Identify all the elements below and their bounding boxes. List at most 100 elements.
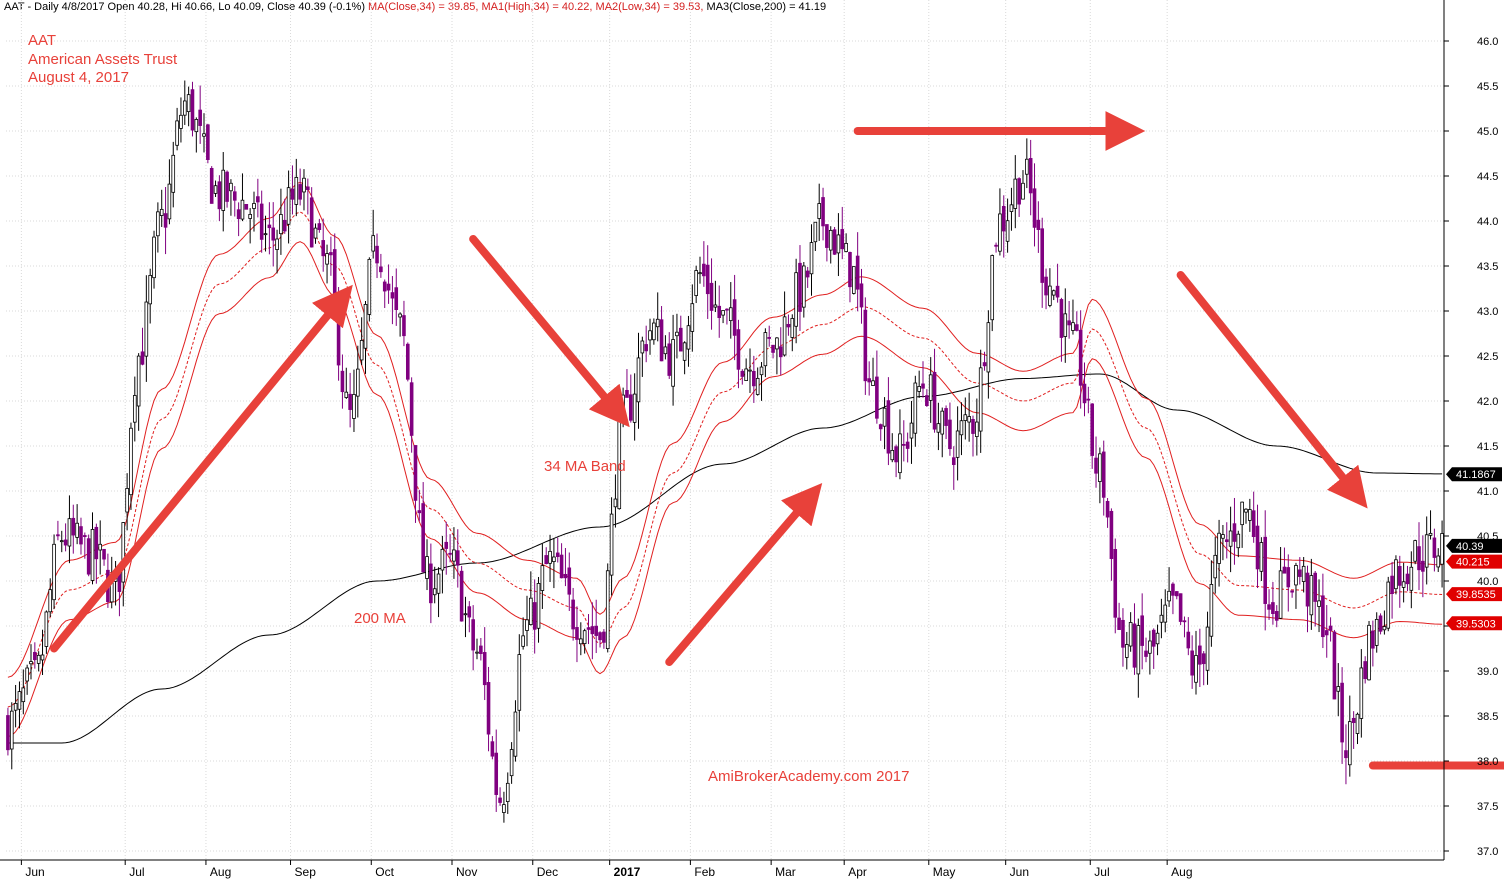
candle-body xyxy=(1205,626,1210,671)
candle-body xyxy=(202,133,206,137)
candle-body xyxy=(1017,178,1021,205)
candle-body xyxy=(901,443,906,446)
x-tick-label: Apr xyxy=(848,865,867,879)
candle-body xyxy=(579,638,583,645)
candle-body xyxy=(1021,182,1025,200)
y-tick-label: 37.0 xyxy=(1477,846,1498,858)
candle-body xyxy=(921,383,925,389)
candle-body xyxy=(386,283,391,291)
candle-body xyxy=(263,233,268,236)
candle-body xyxy=(567,567,572,595)
candle-body xyxy=(882,407,887,427)
candle-body xyxy=(1309,575,1314,616)
candle-body xyxy=(663,346,668,355)
y-tick-label: 41.5 xyxy=(1477,441,1498,453)
candle-body xyxy=(632,393,637,423)
candle-body xyxy=(29,661,33,665)
candle-body xyxy=(502,804,506,813)
candle-body xyxy=(129,427,133,496)
candle-body xyxy=(52,543,56,601)
candle-body xyxy=(209,167,214,204)
ohlc-info: - Daily 4/8/2017 Open 40.28, Hi 40.66, L… xyxy=(24,1,369,13)
candle-body xyxy=(1155,632,1160,645)
candle-body xyxy=(1363,661,1367,680)
y-tick-label: 41.0 xyxy=(1477,486,1498,498)
candle-body xyxy=(540,565,545,591)
candle-body xyxy=(1075,324,1079,331)
candle-body xyxy=(913,382,918,434)
candle-body xyxy=(1163,604,1168,623)
candle-body xyxy=(436,573,441,594)
candle-body xyxy=(736,329,741,370)
candle-body xyxy=(640,340,645,354)
candle-body xyxy=(559,554,564,579)
candle-body xyxy=(982,362,987,367)
price-tag-bg xyxy=(1446,538,1502,553)
candle-body xyxy=(1151,629,1156,647)
candle-body xyxy=(325,253,329,265)
candle-body xyxy=(775,337,779,350)
candle-body xyxy=(1401,581,1406,588)
candle-body xyxy=(636,357,641,403)
trend-arrows xyxy=(50,111,1504,770)
candle-body xyxy=(163,213,168,228)
candle-body xyxy=(94,526,99,560)
candle-body xyxy=(848,251,852,288)
candle-body xyxy=(486,682,491,735)
x-tick-label: Aug xyxy=(1171,865,1192,879)
candle-body xyxy=(717,305,722,319)
candle-body xyxy=(590,626,595,635)
candle-body xyxy=(1136,625,1141,675)
candle-body xyxy=(1421,560,1425,572)
watermark: AmiBrokerAcademy.com 2017 xyxy=(708,768,910,785)
candle-body xyxy=(1413,540,1417,562)
candle-body xyxy=(1086,398,1091,401)
candle-body xyxy=(1213,554,1218,579)
candle-body xyxy=(48,589,53,613)
ma34-low-line xyxy=(7,241,1443,738)
candle-body xyxy=(1394,559,1398,590)
candle-body xyxy=(1044,276,1048,296)
price-tag-label: 40.215 xyxy=(1456,557,1490,569)
candle-body xyxy=(1105,500,1110,518)
candle-body xyxy=(732,299,737,336)
candle-body xyxy=(1001,205,1006,232)
ma-low-info: MA2(Low,34) = 39.53, xyxy=(595,1,704,13)
candle-body xyxy=(1190,650,1194,676)
candle-body xyxy=(878,424,883,430)
candle-body xyxy=(498,797,502,803)
candle-body xyxy=(1032,188,1037,228)
candle-body xyxy=(802,265,806,308)
candle-body xyxy=(259,203,264,240)
candle-body xyxy=(1374,618,1379,646)
price-tag-label: 40.39 xyxy=(1456,541,1484,553)
candle-body xyxy=(625,390,629,398)
candle-body xyxy=(909,422,914,439)
candle-body xyxy=(1324,630,1329,636)
candle-body xyxy=(644,344,648,352)
ma-high-info: MA1(High,34) = 40.22, xyxy=(481,1,593,13)
candle-body xyxy=(79,526,83,545)
x-tick-label: Mar xyxy=(775,865,796,879)
y-tick-label: 45.0 xyxy=(1477,126,1498,138)
candle-body xyxy=(659,319,664,362)
x-tick-label: Jul xyxy=(1094,865,1109,879)
candle-body xyxy=(628,394,633,421)
ma34-close-line xyxy=(7,211,1443,708)
candle-body xyxy=(936,423,941,433)
candle-body xyxy=(1424,534,1429,568)
candle-body xyxy=(759,366,764,376)
candle-body xyxy=(171,154,176,193)
candle-body xyxy=(463,613,468,616)
candle-body xyxy=(363,304,368,349)
candle-body xyxy=(694,270,698,296)
candle-body xyxy=(959,420,964,436)
candle-body xyxy=(825,224,829,248)
candle-body xyxy=(548,550,552,564)
candle-body xyxy=(59,540,64,543)
candle-body xyxy=(1009,204,1014,212)
candle-body xyxy=(525,619,529,631)
candle-body xyxy=(475,651,479,654)
candle-body xyxy=(951,457,956,465)
candle-body xyxy=(1436,555,1441,568)
